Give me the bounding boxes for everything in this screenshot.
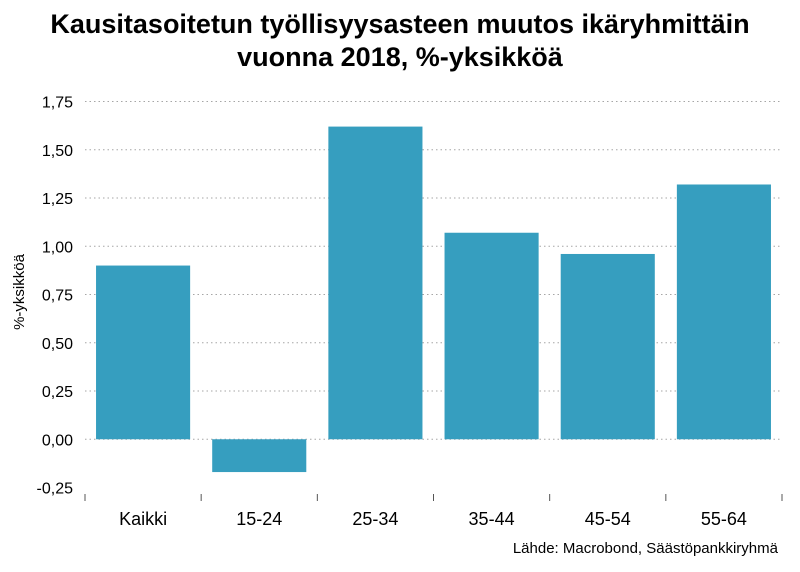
y-tick-label: -0,25 [37, 481, 74, 498]
y-tick-label: 0,00 [42, 432, 73, 449]
chart-title: Kausitasoitetun työllisyysasteen muutos … [0, 8, 800, 74]
source-note: Lähde: Macrobond, Säästöpankkiryhmä [512, 540, 778, 557]
y-tick-label: 1,50 [42, 143, 73, 160]
y-tick-label: 0,75 [42, 288, 73, 305]
bar-35-44 [444, 232, 539, 440]
gridlines [85, 101, 782, 440]
x-tick-label: 15-24 [236, 509, 282, 529]
x-tick-label: 25-34 [352, 509, 398, 529]
y-axis-label: %-yksikköä [11, 253, 28, 330]
y-tick-label: 1,75 [42, 95, 73, 112]
bar-15-24 [212, 439, 307, 473]
chart-title-line-1: Kausitasoitetun työllisyysasteen muutos … [50, 9, 750, 39]
y-tick-label: 0,25 [42, 384, 73, 401]
chart-title-line-2: vuonna 2018, %-yksikköä [237, 42, 563, 72]
bar-25-34 [328, 126, 423, 440]
y-tick-label: 1,00 [42, 239, 73, 256]
bars [96, 126, 771, 473]
y-tick-label: 1,25 [42, 191, 73, 208]
x-tick-label: Kaikki [119, 509, 167, 529]
bar-kaikki [96, 265, 191, 440]
y-tick-label: 0,50 [42, 336, 73, 353]
bar-45-54 [560, 253, 655, 440]
x-tick-label: 45-54 [585, 509, 631, 529]
x-tick-label: 35-44 [469, 509, 515, 529]
y-axis: -0,25 0,00 0,25 0,50 0,75 1,00 1,25 1,50 1,75 [37, 95, 74, 498]
x-axis: Kaikki 15-24 25-34 35-44 45-54 55-64 [84, 494, 783, 529]
bar-55-64 [676, 184, 771, 440]
x-tick-label: 55-64 [701, 509, 747, 529]
